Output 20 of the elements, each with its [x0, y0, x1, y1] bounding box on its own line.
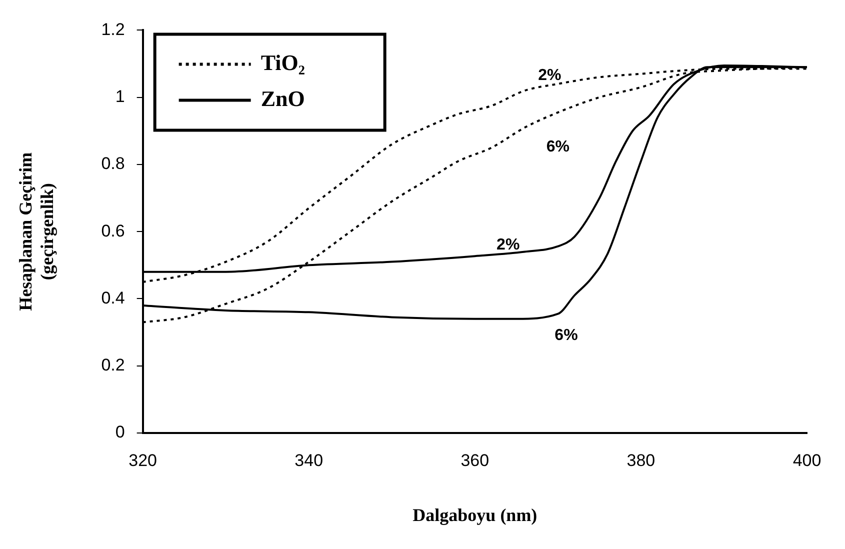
x-tick-label: 360 [460, 450, 490, 470]
x-axis-title: Dalgaboyu (nm) [412, 504, 538, 525]
annotation: 6% [546, 138, 570, 156]
annotation: 2% [538, 66, 562, 84]
x-tick-label: 380 [626, 450, 656, 470]
y-tick-label: 1 [115, 87, 125, 106]
y-tick-label: 0.4 [101, 288, 125, 308]
y-tick-label: 0.2 [101, 356, 125, 375]
y-tick-label: 0.8 [101, 154, 125, 174]
x-tick-label: 340 [294, 450, 324, 470]
annotation: 2% [496, 236, 520, 254]
x-tick-label: 400 [792, 450, 822, 470]
y-tick-label: 0 [115, 422, 125, 442]
y-tick-label: 1.2 [101, 20, 125, 39]
annotation: 6% [554, 326, 578, 344]
legend-label: TiO₂ [260, 50, 306, 75]
y-axis-title: Hesaplanan Geçirim (geçirgenlik) [15, 152, 58, 311]
x-tick-label: 320 [128, 450, 158, 470]
y-tick-label: 0.6 [101, 221, 125, 240]
legend-label: ZnO [260, 86, 305, 111]
